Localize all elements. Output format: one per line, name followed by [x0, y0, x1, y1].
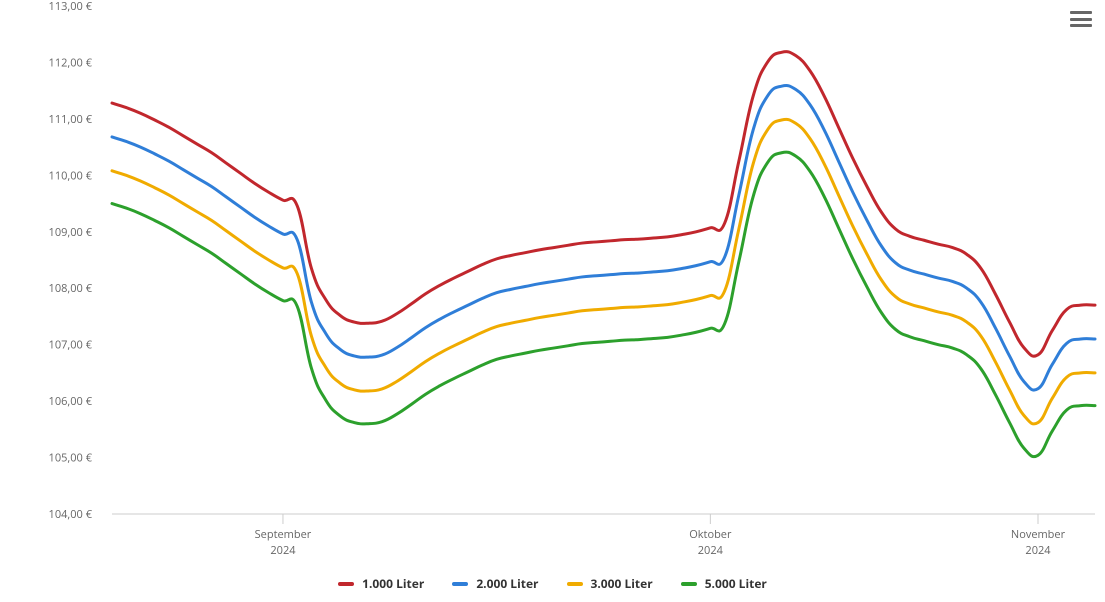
svg-text:112,00 €: 112,00 €	[49, 55, 93, 70]
chart-canvas: 104,00 € 105,00 € 106,00 € 107,00 € 108,00 €…	[0, 0, 1105, 602]
legend-swatch	[338, 582, 354, 586]
svg-text:108,00 €: 108,00 €	[49, 281, 93, 296]
legend-item-s1000[interactable]: 1.000 Liter	[338, 575, 424, 592]
svg-text:104,00 €: 104,00 €	[49, 507, 93, 522]
legend-swatch	[567, 582, 583, 586]
svg-text:November: November	[1011, 527, 1066, 542]
svg-text:113,00 €: 113,00 €	[49, 0, 93, 14]
legend-swatch	[452, 582, 468, 586]
svg-text:2024: 2024	[698, 543, 724, 558]
svg-text:September: September	[255, 527, 312, 542]
legend-swatch	[681, 582, 697, 586]
legend-label: 5.000 Liter	[705, 575, 767, 592]
svg-text:2024: 2024	[1025, 543, 1051, 558]
legend-item-s2000[interactable]: 2.000 Liter	[452, 575, 538, 592]
legend: 1.000 Liter 2.000 Liter 3.000 Liter 5.000 L…	[0, 575, 1105, 592]
svg-text:105,00 €: 105,00 €	[49, 451, 93, 466]
legend-label: 2.000 Liter	[476, 575, 538, 592]
svg-text:107,00 €: 107,00 €	[49, 338, 93, 353]
svg-text:109,00 €: 109,00 €	[49, 225, 93, 240]
svg-text:106,00 €: 106,00 €	[49, 394, 93, 409]
legend-item-s5000[interactable]: 5.000 Liter	[681, 575, 767, 592]
svg-text:Oktober: Oktober	[689, 527, 732, 542]
price-line-chart: 104,00 € 105,00 € 106,00 € 107,00 € 108,00 €…	[0, 0, 1105, 602]
legend-label: 1.000 Liter	[362, 575, 424, 592]
svg-text:2024: 2024	[270, 543, 296, 558]
svg-text:110,00 €: 110,00 €	[49, 168, 93, 183]
legend-item-s3000[interactable]: 3.000 Liter	[567, 575, 653, 592]
legend-label: 3.000 Liter	[591, 575, 653, 592]
svg-text:111,00 €: 111,00 €	[49, 112, 93, 127]
chart-menu-button[interactable]	[1069, 8, 1093, 30]
